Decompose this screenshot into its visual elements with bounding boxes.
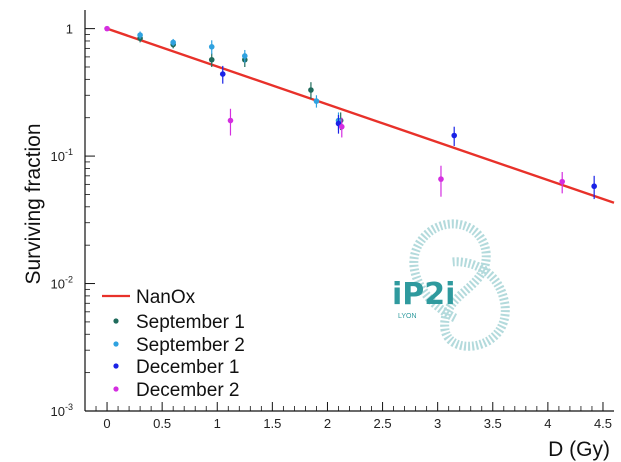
logo-wordmark: iP2i — [392, 277, 455, 312]
ip2i-logo: iP2i LYON — [352, 210, 548, 351]
x-tick-label: 1 — [214, 416, 221, 431]
data-point-series-2 — [242, 53, 248, 59]
data-point-series-2 — [313, 98, 320, 104]
x-tick-label: 2.5 — [374, 416, 392, 431]
y-tick-label: 1 — [66, 22, 73, 37]
data-point-series-1 — [308, 87, 314, 93]
data-point-series-2 — [137, 32, 143, 38]
data-point-series-2 — [208, 44, 215, 50]
nanox-model-line — [106, 27, 615, 204]
data-point-series-4 — [559, 178, 566, 185]
legend-label-model: NanOx — [136, 287, 196, 308]
x-axis-title: D (Gy) — [548, 438, 610, 461]
data-point-series-3 — [219, 71, 226, 77]
x-tick-label: 3.5 — [484, 416, 502, 431]
legend-marker-series-3 — [113, 363, 119, 369]
x-tick-label: 0 — [103, 416, 110, 431]
data-point-series-4 — [338, 123, 345, 130]
data-point-series-3 — [451, 132, 457, 139]
x-axis-ticks: 0 0.5 1 1.5 2 2.5 3 3.5 4 4.5 — [95, 402, 612, 431]
y-axis-title: Surviving fraction — [22, 123, 45, 284]
logo-loop-shape — [409, 219, 510, 351]
legend-label-series-3: December 1 — [136, 357, 240, 378]
logo-backdrop — [352, 210, 548, 350]
x-tick-label: 3 — [434, 416, 441, 431]
data-point-series-4 — [438, 176, 444, 182]
legend-marker-series-4 — [113, 386, 119, 392]
data-point-series-1 — [208, 56, 215, 63]
y-tick-label: 10-1 — [51, 147, 73, 164]
data-point-series-2 — [170, 39, 176, 46]
x-tick-label: 0.5 — [153, 416, 171, 431]
data-points-layer — [104, 25, 597, 200]
legend-marker-series-1 — [113, 318, 119, 324]
y-axis-ticks: 10-3 10-2 10-1 1 — [51, 22, 95, 419]
chart-legend: NanOx September 1 September 2 December 1… — [102, 287, 245, 401]
data-point-series-4 — [227, 117, 234, 124]
legend-label-series-1: September 1 — [136, 312, 245, 333]
legend-marker-series-2 — [113, 341, 119, 347]
legend-label-series-4: December 2 — [136, 380, 240, 401]
x-tick-label: 2 — [324, 416, 331, 431]
y-tick-label: 10-3 — [51, 402, 73, 419]
data-point-series-4 — [104, 25, 110, 32]
legend-label-series-2: September 2 — [136, 335, 245, 356]
data-point-series-3 — [591, 183, 597, 190]
x-tick-label: 4.5 — [594, 416, 612, 431]
x-tick-label: 4 — [544, 416, 551, 431]
x-tick-label: 1.5 — [263, 416, 281, 431]
y-tick-label: 10-2 — [51, 275, 73, 292]
logo-caption: LYON — [398, 313, 417, 320]
model-layer — [106, 27, 615, 204]
